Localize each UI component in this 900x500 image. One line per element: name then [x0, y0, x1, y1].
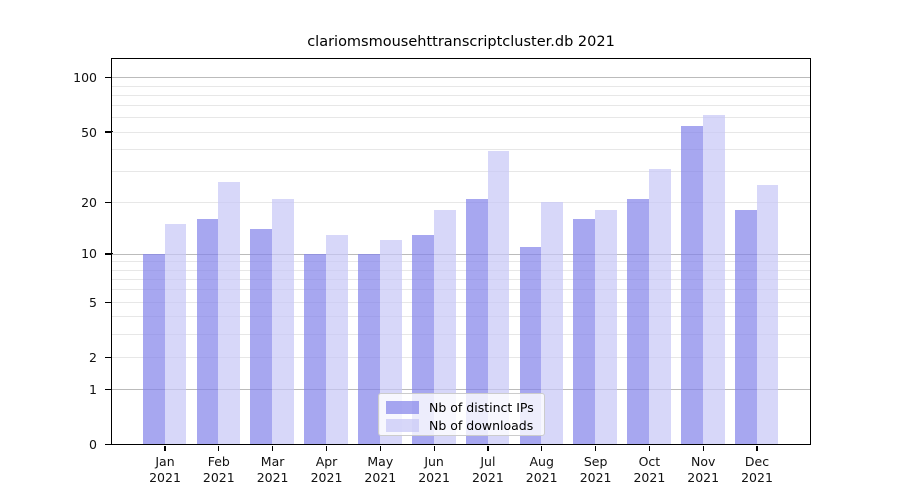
- bar-downloads: [487, 151, 510, 445]
- bar-downloads: [702, 114, 725, 445]
- bar-distinct-ips: [304, 253, 327, 445]
- x-tick: [433, 445, 435, 452]
- x-tick-label: Oct 2021: [633, 453, 666, 486]
- x-tick: [702, 445, 704, 452]
- minor-gridline: [112, 301, 810, 303]
- bar-distinct-ips: [681, 125, 703, 445]
- x-tick-label: Apr 2021: [310, 453, 343, 486]
- legend-item-downloads: Nb of downloads: [386, 418, 536, 434]
- y-tick: [104, 356, 113, 358]
- x-tick-label: Jan 2021: [149, 453, 181, 486]
- x-tick-label: Dec 2021: [741, 453, 773, 486]
- minor-gridline: [112, 316, 810, 318]
- y-tick: [104, 201, 113, 204]
- minor-gridline: [112, 105, 810, 107]
- minor-gridline: [112, 333, 810, 335]
- bar-distinct-ips: [250, 229, 273, 445]
- x-tick: [756, 445, 758, 452]
- minor-gridline: [112, 171, 810, 173]
- x-tick: [379, 445, 381, 452]
- bar-downloads: [326, 234, 348, 445]
- x-tick: [541, 445, 543, 452]
- bar-distinct-ips: [573, 219, 596, 445]
- legend-label-downloads: Nb of downloads: [429, 418, 534, 434]
- x-tick: [595, 445, 597, 452]
- x-tick-label: Feb 2021: [202, 453, 235, 486]
- x-tick: [325, 445, 328, 452]
- legend-label-distinct-ips: Nb of distinct IPs: [429, 400, 534, 416]
- minor-gridline: [112, 117, 810, 119]
- y-tick-label: 0: [89, 437, 97, 452]
- bar-distinct-ips: [196, 219, 219, 445]
- bar-downloads: [541, 202, 564, 445]
- bar-downloads: [649, 168, 671, 445]
- x-tick-label: Jul 2021: [471, 453, 504, 486]
- minor-gridline: [112, 94, 810, 96]
- bar-distinct-ips: [411, 234, 434, 445]
- y-tick-label: 5: [89, 294, 97, 310]
- bar-distinct-ips: [358, 253, 380, 445]
- x-tick: [487, 445, 489, 452]
- distinct-ips-swatch-icon: [386, 401, 419, 415]
- minor-gridline: [112, 269, 810, 271]
- legend: Nb of distinct IPs Nb of downloads: [378, 393, 545, 436]
- bar-distinct-ips: [142, 253, 165, 445]
- bar-distinct-ips: [465, 198, 488, 445]
- bar-downloads: [756, 185, 779, 445]
- x-tick-label: Sep 2021: [579, 453, 612, 486]
- bar-downloads: [272, 198, 295, 445]
- minor-gridline: [112, 278, 810, 280]
- x-tick: [218, 445, 220, 452]
- bar-downloads: [164, 223, 187, 445]
- y-tick-label: 100: [73, 70, 97, 86]
- bar-downloads: [595, 210, 618, 445]
- y-tick: [104, 301, 113, 303]
- major-gridline: [112, 77, 810, 79]
- bar-downloads: [433, 210, 456, 445]
- y-tick-label: 50: [81, 124, 97, 140]
- major-gridline: [112, 389, 810, 391]
- y-tick: [104, 388, 113, 391]
- bar-downloads: [218, 182, 241, 445]
- minor-gridline: [112, 202, 810, 204]
- x-tick-label: Nov 2021: [687, 453, 720, 486]
- bar-distinct-ips: [734, 210, 757, 445]
- minor-gridline: [112, 289, 810, 291]
- minor-gridline: [112, 131, 810, 133]
- x-tick: [272, 445, 274, 452]
- legend-item-distinct-ips: Nb of distinct IPs: [386, 400, 536, 416]
- y-tick: [104, 131, 113, 133]
- y-tick: [104, 77, 113, 79]
- minor-gridline: [112, 149, 810, 151]
- minor-gridline: [112, 261, 810, 263]
- x-tick: [164, 445, 166, 452]
- x-tick-label: Mar 2021: [256, 453, 289, 486]
- downloads-swatch-icon: [386, 419, 419, 433]
- y-tick-label: 2: [89, 349, 97, 365]
- y-tick-label: 1: [89, 381, 97, 397]
- y-tick: [104, 253, 113, 255]
- x-tick-label: May 2021: [364, 453, 397, 486]
- chart-title: clariomsmousehttranscriptcluster.db 2021: [307, 34, 615, 50]
- x-tick-label: Jun 2021: [418, 453, 450, 486]
- x-tick: [648, 445, 651, 452]
- major-gridline: [112, 253, 810, 255]
- plot-area: [111, 58, 811, 446]
- minor-gridline: [112, 356, 810, 358]
- y-tick-label: 10: [81, 246, 97, 262]
- y-tick: [104, 443, 113, 446]
- bar-distinct-ips: [627, 198, 650, 445]
- minor-gridline: [112, 85, 810, 87]
- y-tick-label: 20: [81, 195, 97, 210]
- x-tick-label: Aug 2021: [525, 453, 558, 486]
